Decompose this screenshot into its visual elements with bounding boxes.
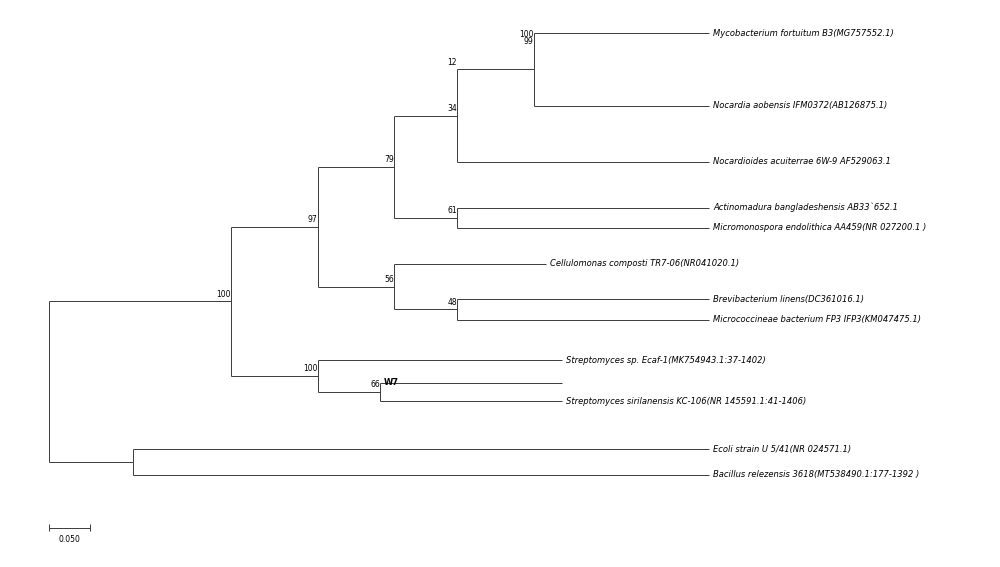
Text: Ecoli strain U 5/41(NR 024571.1): Ecoli strain U 5/41(NR 024571.1): [713, 445, 851, 454]
Text: Bacillus relezensis 3618(MT538490.1:177-1392 ): Bacillus relezensis 3618(MT538490.1:177-…: [713, 470, 919, 479]
Text: Cellulomonas composti TR7-06(NR041020.1): Cellulomonas composti TR7-06(NR041020.1): [550, 259, 739, 268]
Text: Nocardia aobensis IFM0372(AB126875.1): Nocardia aobensis IFM0372(AB126875.1): [713, 101, 887, 110]
Text: Streptomyces sp. Ecaf-1(MK754943.1:37-1402): Streptomyces sp. Ecaf-1(MK754943.1:37-14…: [566, 356, 766, 365]
Text: Brevibacterium linens(DC361016.1): Brevibacterium linens(DC361016.1): [713, 295, 864, 304]
Text: 100: 100: [519, 30, 534, 39]
Text: Streptomyces sirilanensis KC-106(NR 145591.1:41-1406): Streptomyces sirilanensis KC-106(NR 1455…: [566, 397, 806, 406]
Text: Micromonospora endolithica AA459(NR 027200.1 ): Micromonospora endolithica AA459(NR 0272…: [713, 223, 926, 232]
Text: 12: 12: [447, 57, 457, 66]
Text: 79: 79: [385, 155, 394, 164]
Text: Micrococcineae bacterium FP3 IFP3(KM047475.1): Micrococcineae bacterium FP3 IFP3(KM0474…: [713, 315, 921, 324]
Text: 100: 100: [303, 365, 318, 374]
Text: 66: 66: [370, 380, 380, 389]
Text: 48: 48: [447, 298, 457, 307]
Text: Actinomadura bangladeshensis AB33`652.1: Actinomadura bangladeshensis AB33`652.1: [713, 203, 898, 212]
Text: 0.050: 0.050: [59, 535, 80, 544]
Text: 61: 61: [447, 206, 457, 215]
Text: 100: 100: [217, 290, 231, 299]
Text: Mycobacterium fortuitum B3(MG757552.1): Mycobacterium fortuitum B3(MG757552.1): [713, 29, 894, 37]
Text: 97: 97: [308, 215, 318, 224]
Text: 56: 56: [385, 274, 394, 284]
Text: W7: W7: [384, 378, 399, 387]
Text: 34: 34: [447, 104, 457, 113]
Text: 99: 99: [524, 37, 534, 46]
Text: Nocardioides acuiterrae 6W-9 AF529063.1: Nocardioides acuiterrae 6W-9 AF529063.1: [713, 157, 891, 166]
